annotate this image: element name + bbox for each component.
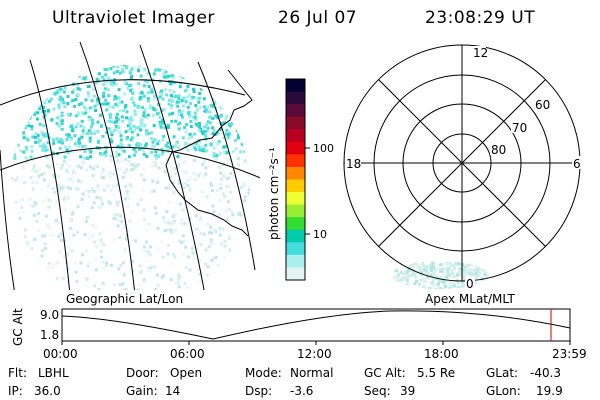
colorbar-tick-label-100: 100 bbox=[313, 142, 334, 155]
dsp-label: Dsp: bbox=[245, 384, 273, 398]
seq-label: Seq: bbox=[364, 384, 391, 398]
lat-label-60: 60 bbox=[535, 98, 550, 112]
door-value: Open bbox=[170, 366, 203, 380]
glat-value: -40.3 bbox=[530, 366, 562, 380]
flt-label: Flt: bbox=[8, 366, 27, 380]
xtick-label-0000: 00:00 bbox=[43, 347, 78, 361]
gc-alt-plot: 9.0 1.8 GC Alt bbox=[11, 308, 571, 346]
colorbar-cell bbox=[286, 229, 305, 243]
geographic-label: Geographic Lat/Lon bbox=[66, 292, 184, 306]
gain-value: 14 bbox=[165, 384, 181, 398]
door-label: Door: bbox=[126, 366, 159, 380]
colorbar-cell bbox=[286, 242, 305, 256]
geographic-image-panel bbox=[0, 41, 260, 290]
mlt-label-top: 12 bbox=[473, 46, 488, 60]
ip-label: IP: bbox=[8, 384, 23, 398]
glat-label: GLat: bbox=[486, 366, 519, 380]
colorbar: 100 10 photon cm⁻²s⁻¹ bbox=[267, 78, 334, 281]
ip-value: 36.0 bbox=[34, 384, 61, 398]
colorbar-cell bbox=[286, 154, 305, 168]
latitude-lines bbox=[0, 79, 260, 179]
gcalt-label: GC Alt: bbox=[364, 366, 406, 380]
glon-value: 19.9 bbox=[536, 384, 563, 398]
gc-alt-ylabel: GC Alt bbox=[11, 308, 25, 346]
colorbar-cell bbox=[286, 179, 305, 193]
mlt-label-right: 6 bbox=[573, 157, 581, 171]
xtick-label-0600: 06:00 bbox=[170, 347, 205, 361]
colorbar-cell bbox=[286, 254, 305, 268]
gain-label: Gain: bbox=[126, 384, 158, 398]
colorbar-frame bbox=[285, 78, 306, 281]
colorbar-cell bbox=[286, 91, 305, 105]
colorbar-unit-label: photon cm⁻²s⁻¹ bbox=[267, 147, 281, 240]
coastline bbox=[165, 69, 253, 237]
colorbar-tick-label-10: 10 bbox=[313, 228, 327, 241]
colorbar-cell bbox=[286, 166, 305, 180]
image-date: 26 Jul 07 bbox=[278, 8, 358, 28]
xtick-label-2359: 23:59 bbox=[552, 347, 587, 361]
polar-plot: 12 18 6 0 60 70 80 bbox=[343, 44, 582, 291]
colorbar-cell bbox=[286, 267, 305, 281]
gcalt-value: 5.5 Re bbox=[417, 366, 456, 380]
mlt-label-bottom: 0 bbox=[466, 277, 474, 291]
gc-alt-curve bbox=[61, 310, 571, 340]
dsp-value: -3.6 bbox=[290, 384, 314, 398]
image-time: 23:08:29 UT bbox=[425, 8, 536, 28]
flt-value: LBHL bbox=[38, 366, 69, 380]
mlt-label-left: 18 bbox=[346, 157, 361, 171]
colorbar-cell bbox=[286, 79, 305, 93]
meridian-lines bbox=[0, 41, 256, 290]
glon-label: GLon: bbox=[486, 384, 521, 398]
colorbar-cell bbox=[286, 192, 305, 206]
lat-label-80: 80 bbox=[491, 143, 506, 157]
aurora-blob bbox=[392, 261, 488, 289]
colorbar-cell bbox=[286, 104, 305, 118]
colorbar-cell bbox=[286, 129, 305, 143]
colorbar-cell bbox=[286, 116, 305, 130]
mode-value: Normal bbox=[290, 366, 334, 380]
colorbar-cell bbox=[286, 204, 305, 218]
colorbar-cell bbox=[286, 217, 305, 231]
gc-alt-ymax: 9.0 bbox=[40, 308, 59, 322]
gc-alt-ymin: 1.8 bbox=[40, 328, 59, 342]
image-title: Ultraviolet Imager bbox=[52, 8, 215, 28]
polar-diagonal-2 bbox=[378, 79, 546, 247]
xtick-label-1800: 18:00 bbox=[424, 347, 459, 361]
seq-value: 39 bbox=[400, 384, 416, 398]
apex-label: Apex MLat/MLT bbox=[425, 292, 515, 306]
mode-label: Mode: bbox=[245, 366, 282, 380]
colorbar-cell bbox=[286, 141, 305, 155]
lat-label-70: 70 bbox=[512, 121, 527, 135]
xtick-label-1200: 12:00 bbox=[297, 347, 332, 361]
